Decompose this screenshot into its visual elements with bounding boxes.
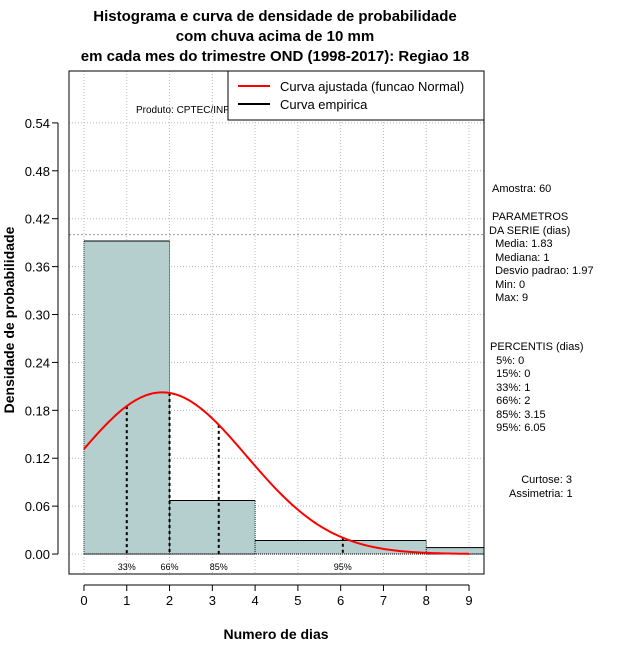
y-axis: 0.00 0.06 0.12 0.18 0.24 0.30 0.36 0.42 0.48 0.54 bbox=[25, 116, 59, 562]
shape-stats: Curtose: 3 Assimetria: 1 bbox=[509, 474, 573, 500]
x-tick-label: 2 bbox=[166, 593, 173, 608]
histogram-bar bbox=[169, 500, 256, 555]
x-tick-label: 7 bbox=[380, 593, 387, 608]
percentile-marker-label: 33% bbox=[118, 562, 136, 572]
y-tick-label: 0.06 bbox=[25, 499, 50, 514]
x-tick-label: 1 bbox=[123, 593, 130, 608]
percentiles-block: PERCENTIS (dias) 5%: 0 15%: 0 33%: 1 66%… bbox=[490, 341, 584, 434]
normal-fit-line bbox=[83, 391, 470, 555]
y-tick-label: 0.12 bbox=[25, 451, 50, 466]
x-axis-title: Numero de dias bbox=[223, 626, 328, 642]
chart-title-line-3: em cada mes do trimestre OND (1998-2017)… bbox=[81, 48, 470, 65]
percentile-marker-label: 85% bbox=[210, 562, 228, 572]
percentile-markers: 33% 66% 85% 95% bbox=[118, 392, 352, 572]
sample-size: Amostra: 60 bbox=[492, 183, 552, 195]
x-tick-label: 4 bbox=[251, 593, 258, 608]
x-tick-label: 6 bbox=[337, 593, 344, 608]
chart-title-line-2: com chuva acima de 10 mm bbox=[176, 28, 374, 45]
normal-fit-curve bbox=[83, 391, 470, 555]
percentile-marker-label: 66% bbox=[161, 562, 179, 572]
x-tick-label: 3 bbox=[209, 593, 216, 608]
x-tick-label: 8 bbox=[423, 593, 430, 608]
y-axis-title: Densidade de probabilidade bbox=[1, 226, 17, 413]
y-tick-label: 0.42 bbox=[25, 212, 50, 227]
y-tick-label: 0.24 bbox=[25, 355, 50, 370]
chart-title-line-1: Histograma e curva de densidade de proba… bbox=[93, 8, 456, 25]
y-tick-label: 0.18 bbox=[25, 403, 50, 418]
legend: Curva ajustada (funcao Normal) Curva emp… bbox=[227, 70, 485, 121]
x-tick-label: 9 bbox=[465, 593, 472, 608]
y-tick-label: 0.48 bbox=[25, 164, 50, 179]
credit-label: Produto: CPTEC/INPE bbox=[136, 105, 237, 116]
x-axis: 0 1 2 3 4 5 6 7 8 9 bbox=[80, 584, 473, 608]
legend-fit-label: Curva ajustada (funcao Normal) bbox=[280, 79, 464, 94]
x-tick-label: 0 bbox=[80, 593, 87, 608]
percentile-marker-label: 95% bbox=[334, 562, 352, 572]
histogram-bar bbox=[83, 240, 170, 555]
y-tick-label: 0.36 bbox=[25, 260, 50, 275]
x-tick-label: 5 bbox=[294, 593, 301, 608]
y-tick-label: 0.54 bbox=[25, 116, 50, 131]
histogram-bars bbox=[83, 240, 485, 555]
y-tick-label: 0.00 bbox=[25, 547, 50, 562]
legend-box bbox=[227, 70, 485, 121]
legend-empirical-label: Curva empirica bbox=[280, 97, 368, 112]
y-tick-label: 0.30 bbox=[25, 308, 50, 323]
series-parameters: PARAMETROS DA SERIE (dias) Media: 1.83 M… bbox=[489, 211, 594, 304]
